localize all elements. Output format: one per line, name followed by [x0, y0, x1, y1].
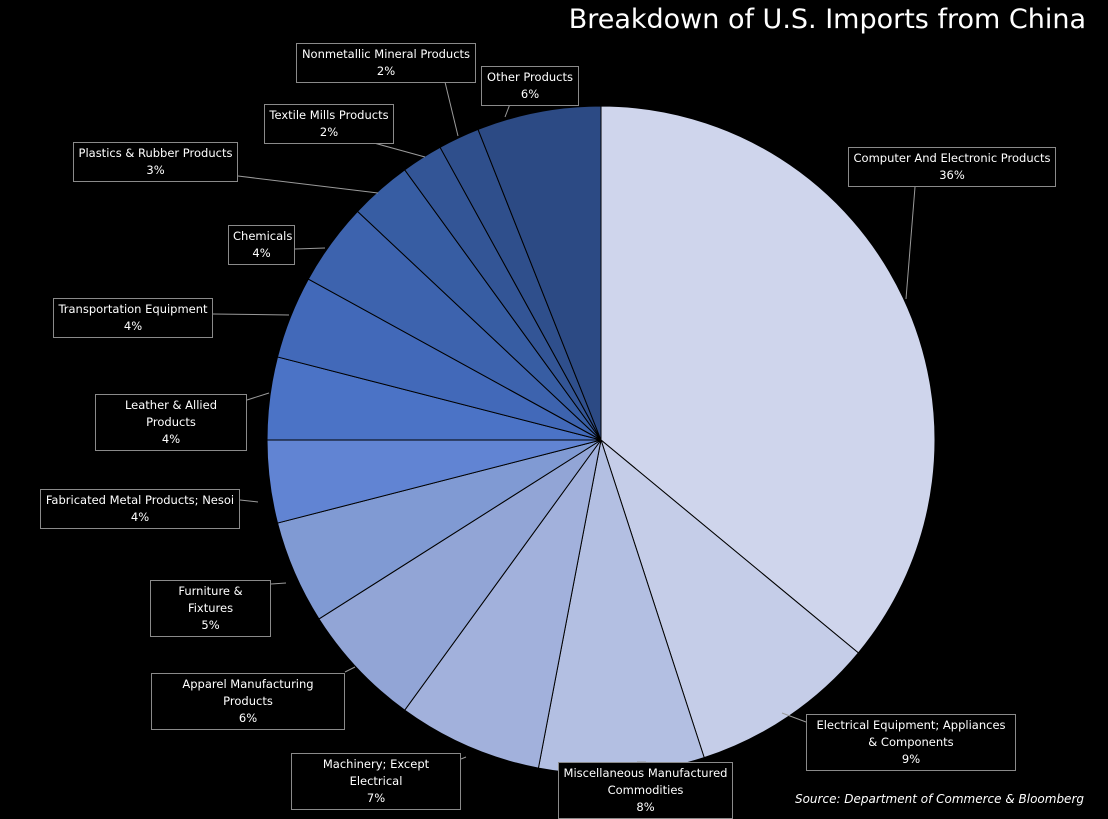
slice-label-percent: 2% [376, 64, 396, 78]
slice-label-name: Transportation Equipment [58, 302, 208, 316]
slice-label-name: Leather & Allied Products [124, 398, 218, 429]
slice-label: Fabricated Metal Products; Nesoi 4% [40, 489, 240, 529]
leader-line [444, 81, 459, 137]
slice-label: Computer And Electronic Products 36% [848, 147, 1056, 187]
pie-slice [600, 105, 936, 654]
slice-label-name: Textile Mills Products [269, 108, 389, 122]
slice-label-percent: 3% [146, 163, 165, 177]
slice-label-name: Nonmetallic Mineral Products [301, 47, 471, 61]
pie-slice [318, 439, 602, 711]
slice-label-name: Fabricated Metal Products; Nesoi [45, 493, 235, 507]
slice-label-name: Other Products [487, 70, 573, 84]
slice-label-name: Plastics & Rubber Products [78, 146, 233, 160]
leader-line [270, 582, 287, 585]
slice-label: Other Products 6% [481, 66, 579, 106]
slice-label: Plastics & Rubber Products 3% [73, 142, 238, 182]
leader-line [246, 392, 270, 401]
slice-label: Apparel Manufacturing Products 6% [151, 673, 345, 730]
slice-label: Textile Mills Products 2% [264, 104, 394, 144]
chart-title: Breakdown of U.S. Imports from China [568, 4, 1086, 35]
slice-label-percent: 5% [201, 618, 220, 632]
slice-label-percent: 2% [319, 125, 339, 139]
slice-label-name: Electrical Equipment; Appliances & Compo… [816, 718, 1006, 749]
leader-line [237, 175, 379, 194]
slice-label: Furniture & Fixtures 5% [150, 580, 271, 637]
pie-slice [599, 438, 860, 759]
slice-label-name: Apparel Manufacturing Products [182, 677, 314, 708]
source-note: Source: Department of Commerce & Bloombe… [794, 792, 1084, 806]
slice-label-percent: 7% [366, 791, 386, 805]
pie-slice [477, 105, 602, 441]
slice-label-percent: 4% [130, 510, 150, 524]
slice-label-name: Miscellaneous Manufactured Commodities [563, 766, 728, 797]
slice-label-percent: 4% [161, 432, 181, 446]
leader-line [504, 103, 511, 118]
slice-label: Machinery; Except Electrical 7% [291, 753, 461, 810]
slice-label: Transportation Equipment 4% [53, 298, 213, 338]
leader-line [460, 756, 467, 760]
slice-label: Leather & Allied Products 4% [95, 394, 247, 451]
slice-label-percent: 4% [123, 319, 143, 333]
slice-label: Chemicals 4% [228, 225, 295, 265]
leader-line [781, 712, 807, 723]
slice-label-percent: 6% [520, 87, 540, 101]
leader-line [344, 666, 356, 673]
leader-line [212, 313, 290, 316]
slice-label-name: Machinery; Except Electrical [322, 757, 430, 788]
pie-slice [403, 439, 602, 769]
leader-line [373, 142, 426, 158]
slice-label-percent: 4% [252, 246, 271, 260]
slice-label-name: Chemicals [233, 229, 293, 243]
slice-label-percent: 8% [636, 800, 655, 814]
slice-label-percent: 9% [901, 752, 921, 766]
leader-line [294, 247, 326, 250]
slice-label-percent: 36% [939, 168, 965, 182]
slice-label: Miscellaneous Manufactured Commodities 8% [558, 762, 733, 819]
slice-label-name: Furniture & Fixtures [178, 584, 243, 615]
slice-label: Nonmetallic Mineral Products 2% [296, 43, 476, 83]
leader-line [905, 186, 916, 300]
slice-label: Electrical Equipment; Appliances & Compo… [806, 714, 1016, 771]
leader-line [239, 499, 259, 503]
slice-label-percent: 6% [238, 711, 258, 725]
slice-label-name: Computer And Electronic Products [853, 151, 1051, 165]
